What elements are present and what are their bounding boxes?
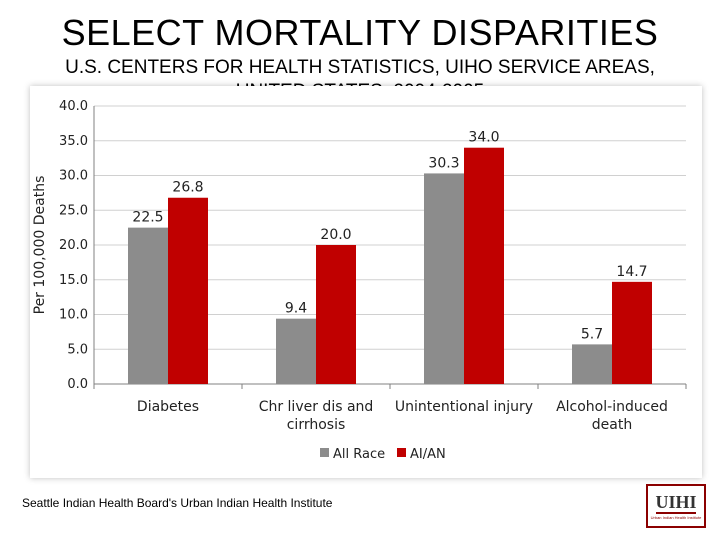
x-category-label: Unintentional injury [395, 399, 533, 415]
y-tick-label: 40.0 [59, 99, 88, 114]
data-label: 22.5 [132, 210, 163, 226]
y-axis-title: Per 100,000 Deaths [32, 176, 48, 315]
y-tick-label: 30.0 [59, 169, 88, 184]
data-label: 14.7 [616, 264, 647, 280]
logo-bar [656, 512, 696, 514]
x-category-label: Chr liver dis and [259, 399, 374, 415]
uihi-logo: UIHI Urban Indian Health Institute [646, 484, 706, 528]
x-category-label: death [592, 417, 632, 433]
data-label: 5.7 [581, 326, 603, 342]
bar-all-race [128, 227, 168, 384]
y-tick-label: 10.0 [59, 308, 88, 323]
y-tick-label: 5.0 [67, 342, 88, 357]
footer-credit: Seattle Indian Health Board's Urban Indi… [22, 496, 333, 510]
x-category-label: Alcohol-induced [556, 399, 668, 415]
x-category-label: cirrhosis [287, 417, 346, 433]
page-subtitle-continued: UNITED STATES, 2004-2005 [0, 80, 720, 90]
data-label: 20.0 [320, 227, 351, 243]
bar-all-race [424, 173, 464, 384]
bar-aian [168, 197, 208, 384]
data-label: 34.0 [468, 130, 499, 146]
y-tick-label: 0.0 [67, 377, 88, 392]
page-subtitle: U.S. CENTERS FOR HEALTH STATISTICS, UIHO… [65, 57, 655, 78]
y-tick-label: 25.0 [59, 203, 88, 218]
data-label: 26.8 [172, 180, 203, 196]
bar-aian [464, 147, 504, 384]
bar-all-race [276, 318, 316, 384]
y-tick-label: 20.0 [59, 238, 88, 253]
chart-panel: 0.0 5.0 10.0 15.0 20.0 25.0 30.0 35.0 40.0 22.5 26… [30, 86, 702, 478]
bar-aian [612, 281, 652, 384]
x-category-label: Diabetes [137, 399, 199, 415]
legend-swatch-aian [397, 448, 406, 457]
logo-text: UIHI [655, 492, 697, 512]
bar-aian [316, 245, 356, 384]
legend-label: All Race [333, 447, 385, 462]
logo-subtext: Urban Indian Health Institute [650, 515, 702, 520]
page-title: SELECT MORTALITY DISPARITIES [61, 12, 659, 53]
bar-chart: 0.0 5.0 10.0 15.0 20.0 25.0 30.0 35.0 40.0 22.5 26… [32, 99, 687, 462]
y-tick-label: 15.0 [59, 273, 88, 288]
bar-all-race [572, 344, 612, 384]
data-label: 30.3 [428, 155, 459, 171]
legend-label: AI/AN [410, 447, 446, 462]
legend-swatch-all-race [320, 448, 329, 457]
y-tick-label: 35.0 [59, 134, 88, 149]
data-label: 9.4 [285, 301, 307, 317]
